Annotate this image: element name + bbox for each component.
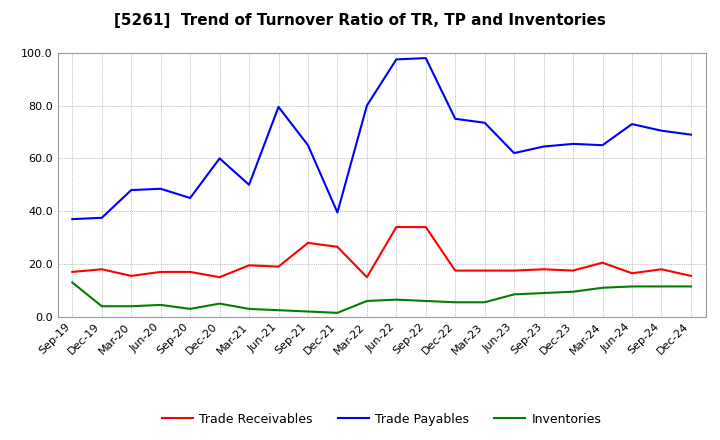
Trade Payables [186, 195, 194, 201]
Trade Payables [628, 121, 636, 127]
Trade Receivables [451, 268, 459, 273]
Trade Receivables [569, 268, 577, 273]
Inventories [215, 301, 224, 306]
Trade Receivables [186, 269, 194, 275]
Trade Payables [304, 143, 312, 148]
Line: Trade Receivables: Trade Receivables [72, 227, 691, 277]
Inventories [186, 306, 194, 312]
Trade Payables [451, 116, 459, 121]
Trade Payables [333, 210, 342, 215]
Inventories [156, 302, 165, 308]
Trade Payables [363, 103, 372, 108]
Trade Receivables [480, 268, 489, 273]
Trade Receivables [97, 267, 106, 272]
Trade Payables [97, 215, 106, 220]
Trade Payables [598, 143, 607, 148]
Inventories [569, 289, 577, 294]
Trade Payables [510, 150, 518, 156]
Inventories [68, 280, 76, 285]
Trade Payables [68, 216, 76, 222]
Trade Payables [657, 128, 666, 133]
Trade Receivables [687, 273, 696, 279]
Line: Trade Payables: Trade Payables [72, 58, 691, 219]
Trade Payables [392, 57, 400, 62]
Inventories [245, 306, 253, 312]
Trade Receivables [127, 273, 135, 279]
Trade Receivables [333, 244, 342, 249]
Trade Payables [156, 186, 165, 191]
Trade Receivables [598, 260, 607, 265]
Inventories [628, 284, 636, 289]
Inventories [510, 292, 518, 297]
Trade Payables [274, 104, 283, 110]
Trade Receivables [657, 267, 666, 272]
Legend: Trade Receivables, Trade Payables, Inventories: Trade Receivables, Trade Payables, Inven… [157, 407, 606, 430]
Inventories [480, 300, 489, 305]
Trade Receivables [156, 269, 165, 275]
Inventories [363, 298, 372, 304]
Trade Receivables [245, 263, 253, 268]
Text: [5261]  Trend of Turnover Ratio of TR, TP and Inventories: [5261] Trend of Turnover Ratio of TR, TP… [114, 13, 606, 28]
Inventories [687, 284, 696, 289]
Inventories [539, 290, 548, 296]
Trade Receivables [628, 271, 636, 276]
Inventories [127, 304, 135, 309]
Line: Inventories: Inventories [72, 282, 691, 313]
Inventories [333, 310, 342, 315]
Trade Receivables [68, 269, 76, 275]
Trade Receivables [215, 275, 224, 280]
Trade Payables [127, 187, 135, 193]
Trade Payables [421, 55, 430, 61]
Inventories [598, 285, 607, 290]
Trade Payables [480, 120, 489, 125]
Trade Receivables [539, 267, 548, 272]
Trade Payables [245, 182, 253, 187]
Trade Payables [215, 156, 224, 161]
Inventories [421, 298, 430, 304]
Trade Receivables [304, 240, 312, 246]
Inventories [274, 308, 283, 313]
Inventories [451, 300, 459, 305]
Trade Receivables [421, 224, 430, 230]
Trade Receivables [392, 224, 400, 230]
Inventories [97, 304, 106, 309]
Inventories [657, 284, 666, 289]
Trade Payables [687, 132, 696, 137]
Trade Receivables [363, 275, 372, 280]
Inventories [392, 297, 400, 302]
Trade Payables [569, 141, 577, 147]
Trade Receivables [274, 264, 283, 269]
Trade Payables [539, 144, 548, 149]
Trade Receivables [510, 268, 518, 273]
Inventories [304, 309, 312, 314]
